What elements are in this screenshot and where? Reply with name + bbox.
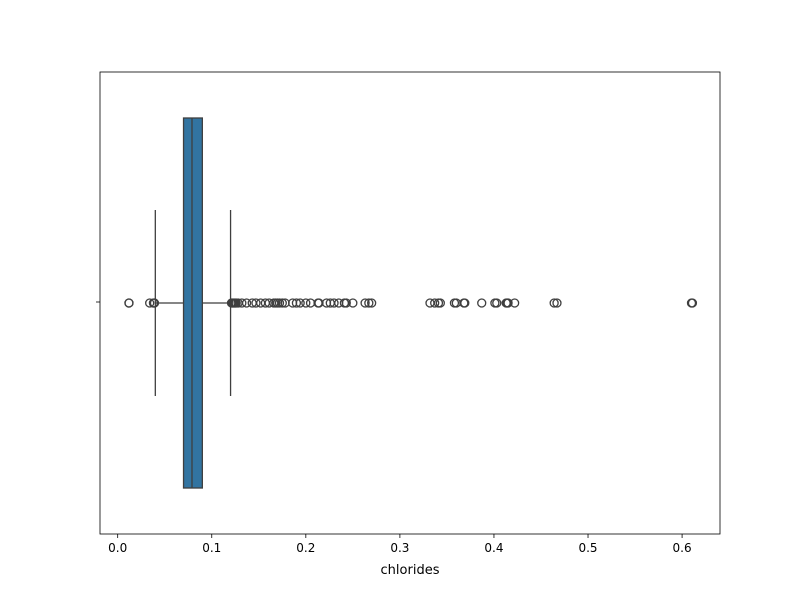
outlier-point bbox=[435, 298, 445, 308]
outlier-point bbox=[364, 298, 374, 308]
x-axis-label: chlorides bbox=[381, 563, 440, 578]
outlier-point bbox=[274, 298, 285, 308]
outlier-point bbox=[687, 298, 698, 308]
outlier-point bbox=[477, 298, 487, 308]
x-tick-label: 0.5 bbox=[578, 541, 597, 555]
outlier-point bbox=[341, 298, 351, 308]
x-tick-label: 0.3 bbox=[390, 541, 409, 555]
outlier-point bbox=[549, 298, 559, 308]
x-tick-label: 0.2 bbox=[296, 541, 315, 555]
outlier-point bbox=[503, 298, 513, 308]
outlier-point bbox=[492, 298, 502, 308]
outlier-point bbox=[348, 298, 358, 308]
x-tick-label: 0.0 bbox=[108, 541, 127, 555]
outlier-point bbox=[367, 298, 377, 308]
outlier-point bbox=[329, 298, 339, 308]
outlier-point bbox=[460, 298, 470, 308]
outlier-point bbox=[277, 298, 287, 308]
outlier-point bbox=[237, 298, 247, 308]
x-tick-label: 0.4 bbox=[484, 541, 503, 555]
x-axis: 0.0 0.1 0.2 0.3 0.4 0.5 0.6 bbox=[108, 534, 692, 555]
iqr-box bbox=[182, 117, 203, 489]
axes-frame bbox=[99, 71, 721, 535]
outlier-point bbox=[124, 298, 134, 308]
plot-area bbox=[124, 117, 698, 489]
outlier-point bbox=[295, 298, 305, 308]
outlier-point bbox=[241, 298, 252, 308]
outlier-point bbox=[510, 298, 520, 308]
outlier-point bbox=[145, 298, 155, 308]
x-tick-label: 0.6 bbox=[673, 541, 692, 555]
x-tick-label: 0.1 bbox=[202, 541, 221, 555]
outlier-point bbox=[360, 298, 370, 308]
outlier-point bbox=[430, 298, 440, 308]
outlier-point bbox=[149, 298, 160, 308]
outlier-point bbox=[291, 298, 302, 308]
outlier-point bbox=[251, 298, 261, 308]
outlier-point bbox=[301, 298, 311, 308]
outlier-point bbox=[552, 298, 562, 308]
